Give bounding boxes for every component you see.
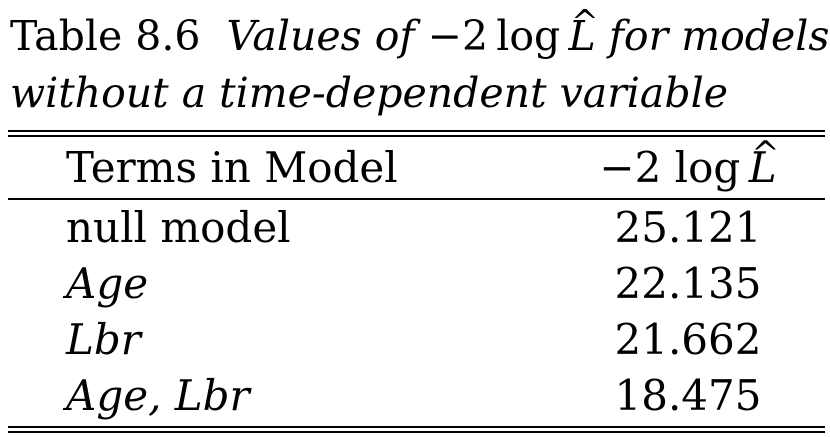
table-row: Age, Lbr 18.475: [8, 368, 825, 424]
header-terms: Terms in Model: [66, 143, 398, 192]
table-row: Lbr 21.662: [8, 312, 825, 368]
row-terms: null model: [66, 203, 291, 252]
table-row: null model 25.121: [8, 200, 825, 256]
row-terms: Age: [66, 259, 149, 308]
row-value: 25.121: [614, 203, 762, 252]
header-rule: [8, 198, 825, 200]
caption-label: Table 8.6: [10, 12, 201, 60]
caption-desc-after: for models: [608, 12, 830, 60]
top-rule-2: [8, 135, 825, 137]
row-terms: Age, Lbr: [66, 371, 250, 420]
caption-desc-before: Values of: [226, 12, 415, 60]
caption-line-1: Table 8.6 Values of −2 log L for models: [10, 8, 829, 65]
table-caption: Table 8.6 Values of −2 log L for models …: [10, 8, 829, 122]
row-value: 22.135: [614, 259, 762, 308]
table-row: Age 22.135: [8, 256, 825, 312]
row-value: 18.475: [614, 371, 762, 420]
header-value-prefix: −2 log: [599, 143, 741, 192]
header-value: −2 log L: [568, 140, 808, 196]
row-value: 21.662: [614, 315, 762, 364]
caption-line-2: without a time-dependent variable: [10, 69, 728, 117]
row-terms: Lbr: [66, 315, 141, 364]
header-value-var: L: [749, 140, 777, 196]
bottom-rule-1: [8, 426, 825, 428]
table-header-row: Terms in Model −2 log L: [8, 140, 825, 196]
caption-math: −2 log L: [428, 12, 596, 60]
top-rule-1: [8, 130, 825, 132]
bottom-rule-2: [8, 431, 825, 433]
